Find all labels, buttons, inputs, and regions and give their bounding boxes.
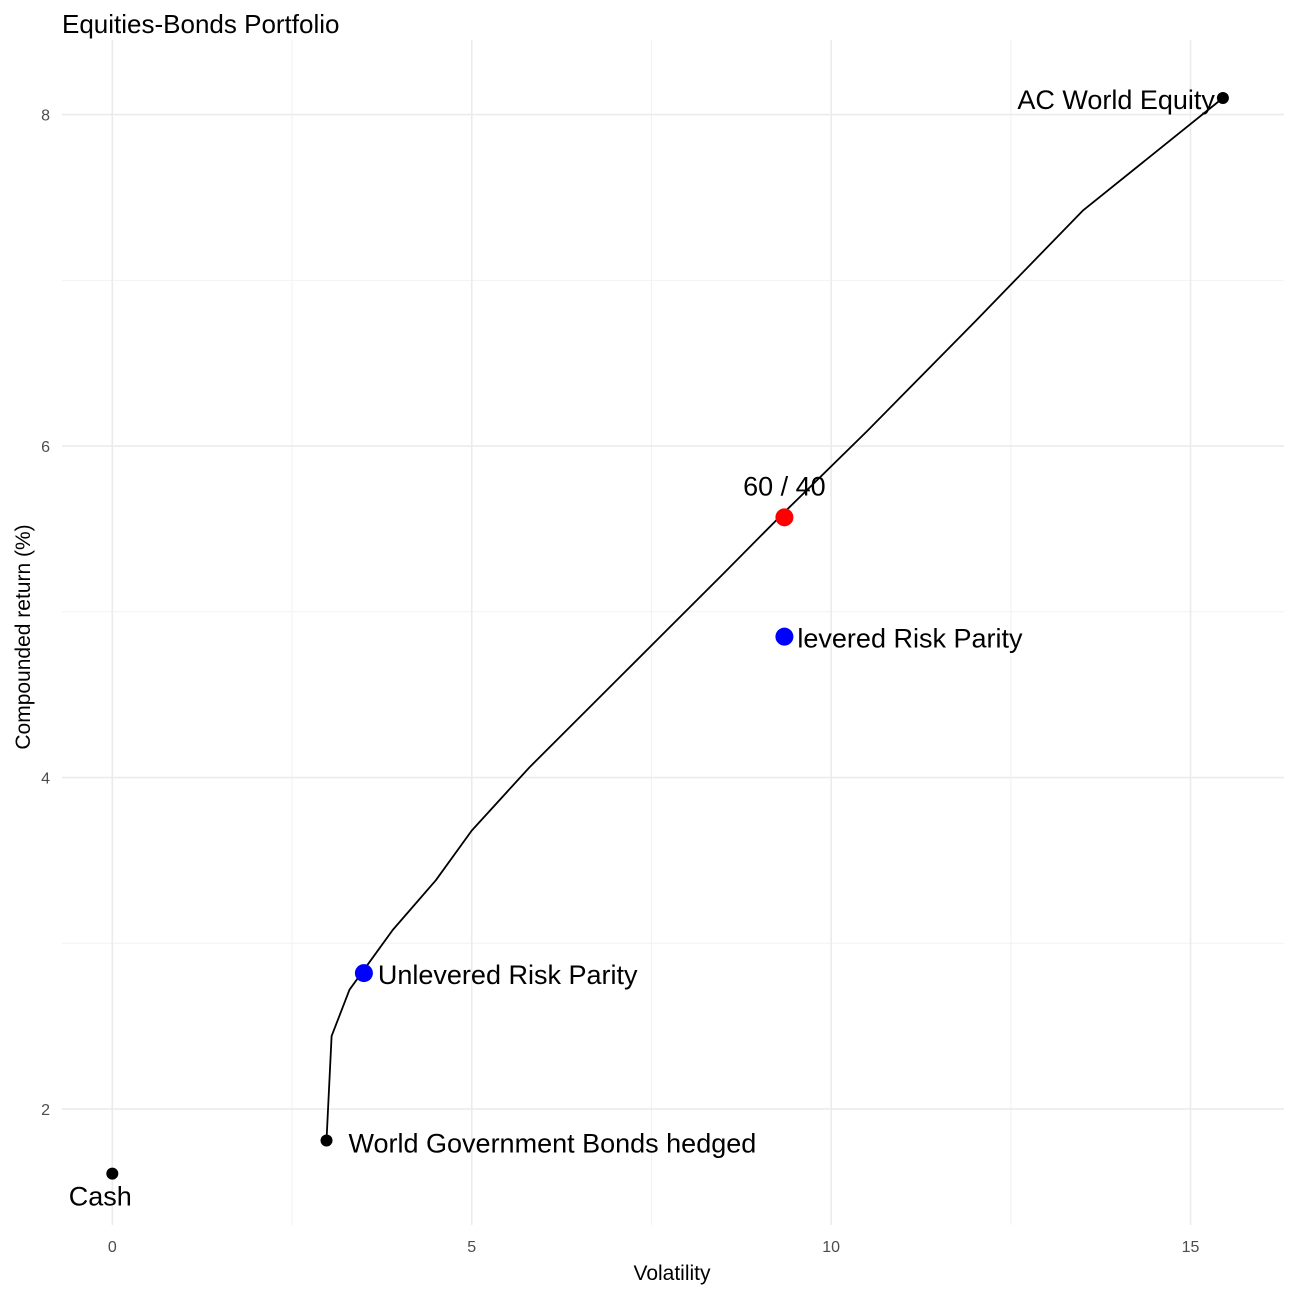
x-tick-label: 15 bbox=[1182, 1239, 1200, 1256]
y-axis-title: Compounded return (%) bbox=[12, 524, 35, 749]
label-unlevered-risk-parity: Unlevered Risk Parity bbox=[378, 960, 638, 990]
x-tick-label: 5 bbox=[467, 1239, 476, 1256]
label-ac-world-equity: AC World Equity bbox=[1017, 85, 1215, 115]
data-points bbox=[106, 92, 1229, 1180]
point-ac-world-equity bbox=[1216, 92, 1229, 105]
chart-title: Equities-Bonds Portfolio bbox=[62, 9, 339, 39]
point-levered-risk-parity bbox=[775, 627, 794, 646]
point-world-government-bonds-hedged bbox=[320, 1134, 333, 1147]
y-tick-label: 6 bbox=[41, 439, 50, 456]
y-tick-label: 8 bbox=[41, 108, 50, 125]
point-labels: AC World Equity 60 / 40 levered Risk Parit… bbox=[69, 85, 1216, 1212]
frontier-line bbox=[325, 97, 1224, 1141]
grid bbox=[62, 40, 1284, 1225]
label-60-40: 60 / 40 bbox=[743, 471, 826, 501]
x-tick-label: 10 bbox=[822, 1239, 840, 1256]
frontier-series bbox=[325, 97, 1224, 1141]
point-60-40 bbox=[775, 508, 794, 527]
label-levered-risk-parity: levered Risk Parity bbox=[797, 624, 1023, 654]
x-tick-label: 0 bbox=[108, 1239, 117, 1256]
point-cash bbox=[106, 1167, 119, 1180]
y-tick-label: 2 bbox=[41, 1102, 50, 1119]
x-tick-labels: 0 5 10 15 bbox=[108, 1239, 1200, 1256]
label-world-government-bonds-hedged: World Government Bonds hedged bbox=[349, 1128, 757, 1158]
y-tick-label: 4 bbox=[41, 771, 50, 788]
label-cash: Cash bbox=[69, 1182, 132, 1212]
x-axis-title: Volatility bbox=[633, 1262, 711, 1285]
y-tick-labels: 2 4 6 8 bbox=[41, 108, 50, 1119]
point-unlevered-risk-parity bbox=[354, 964, 373, 983]
